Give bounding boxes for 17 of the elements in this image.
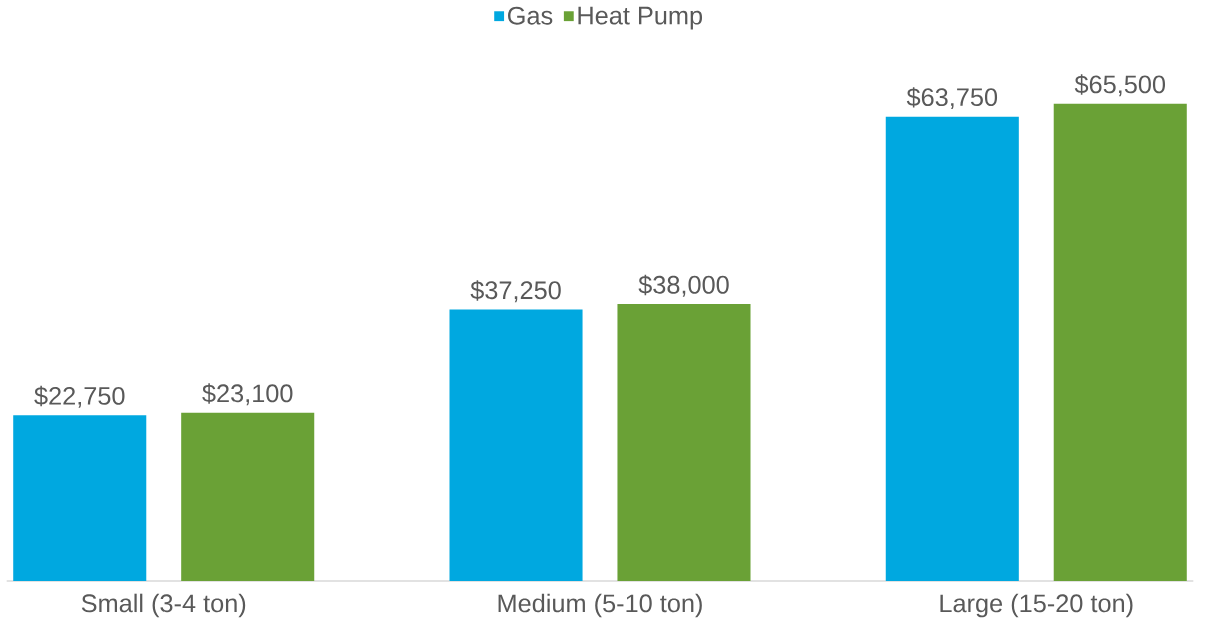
x-tick-label: Small (3-4 ton) (81, 593, 246, 618)
legend-label: Heat Pump (578, 6, 703, 30)
bar (1053, 103, 1187, 581)
bar (181, 412, 315, 581)
bar (13, 415, 147, 581)
legend-label: Gas (508, 6, 553, 25)
bar (449, 309, 583, 581)
data-label: $63,750 (906, 87, 998, 110)
x-tick-label: Medium (5-10 ton) (498, 593, 702, 618)
bar (885, 116, 1019, 581)
bar (617, 304, 751, 581)
data-label: $23,100 (202, 383, 293, 406)
data-label: $22,750 (34, 385, 125, 408)
x-tick-label: Large (15-20 ton) (940, 593, 1133, 618)
data-label: $65,500 (1074, 74, 1166, 97)
data-label: $38,000 (638, 274, 729, 297)
data-label: $37,250 (470, 280, 561, 303)
